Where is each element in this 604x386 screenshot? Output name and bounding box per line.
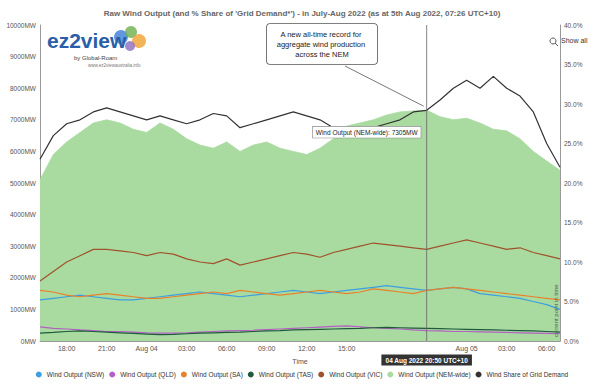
svg-text:Aug 04: Aug 04 (136, 345, 158, 353)
svg-text:5.0%: 5.0% (564, 298, 579, 305)
svg-text:9000MW: 9000MW (10, 53, 37, 60)
svg-text:04 Aug 2022 20:50 UTC+10: 04 Aug 2022 20:50 UTC+10 (386, 357, 469, 365)
svg-text:Wind Output (VIC): Wind Output (VIC) (329, 371, 382, 379)
svg-text:21:00: 21:00 (98, 345, 116, 352)
svg-text:0.0%: 0.0% (564, 338, 579, 345)
svg-text:across the NEM: across the NEM (295, 50, 348, 59)
svg-text:10000MW: 10000MW (6, 22, 36, 29)
svg-text:03:00: 03:00 (178, 345, 196, 352)
svg-text:www.ez2viewaustralia.info: www.ez2viewaustralia.info (88, 63, 141, 68)
svg-text:Aug 05: Aug 05 (456, 345, 478, 353)
svg-text:ez2view: ez2view (47, 29, 127, 52)
svg-text:1000MW: 1000MW (10, 306, 37, 313)
svg-text:Show all: Show all (561, 37, 588, 44)
svg-text:2000MW: 2000MW (10, 274, 37, 281)
svg-text:3000MW: 3000MW (10, 243, 37, 250)
svg-text:Wind Output (NSW): Wind Output (NSW) (47, 371, 104, 379)
svg-text:30.0%: 30.0% (564, 101, 583, 108)
svg-text:aggregate wind production: aggregate wind production (277, 40, 367, 49)
svg-text:Wind Output (NEM-wide): 7305MW: Wind Output (NEM-wide): 7305MW (316, 129, 419, 137)
svg-text:by Global-Roam: by Global-Roam (74, 55, 117, 61)
svg-text:Wind Output (TAS): Wind Output (TAS) (259, 371, 313, 379)
svg-text:06:00: 06:00 (538, 345, 556, 352)
svg-text:06:00: 06:00 (218, 345, 236, 352)
svg-text:A new all-time record for: A new all-time record for (281, 30, 364, 39)
svg-text:40.0%: 40.0% (564, 22, 583, 29)
svg-text:4000MW: 4000MW (10, 211, 37, 218)
svg-text:35.0%: 35.0% (564, 61, 583, 68)
svg-text:6000MW: 6000MW (10, 148, 37, 155)
svg-text:Wind Output (NEM-wide): Wind Output (NEM-wide) (398, 371, 470, 379)
svg-text:8000MW: 8000MW (10, 85, 37, 92)
svg-text:12:00: 12:00 (298, 345, 316, 352)
svg-text:current point in time: current point in time (553, 284, 559, 337)
svg-text:Wind Output (QLD): Wind Output (QLD) (120, 371, 176, 379)
svg-text:15.0%: 15.0% (564, 219, 583, 226)
svg-text:Raw Wind Output (and % Share o: Raw Wind Output (and % Share of 'Grid De… (104, 9, 501, 18)
svg-text:03:00: 03:00 (498, 345, 516, 352)
svg-text:09:00: 09:00 (258, 345, 276, 352)
svg-text:15:00: 15:00 (338, 345, 356, 352)
svg-text:5000MW: 5000MW (10, 180, 37, 187)
svg-text:20.0%: 20.0% (564, 180, 583, 187)
svg-text:7000MW: 7000MW (10, 116, 37, 123)
svg-text:25.0%: 25.0% (564, 140, 583, 147)
svg-text:10.0%: 10.0% (564, 259, 583, 266)
svg-text:Wind Output (SA): Wind Output (SA) (192, 371, 243, 379)
svg-text:Time: Time (292, 358, 307, 365)
svg-text:Wind Share of Grid Demand: Wind Share of Grid Demand (487, 371, 569, 378)
svg-text:18:00: 18:00 (58, 345, 76, 352)
svg-text:0MW: 0MW (21, 338, 37, 345)
